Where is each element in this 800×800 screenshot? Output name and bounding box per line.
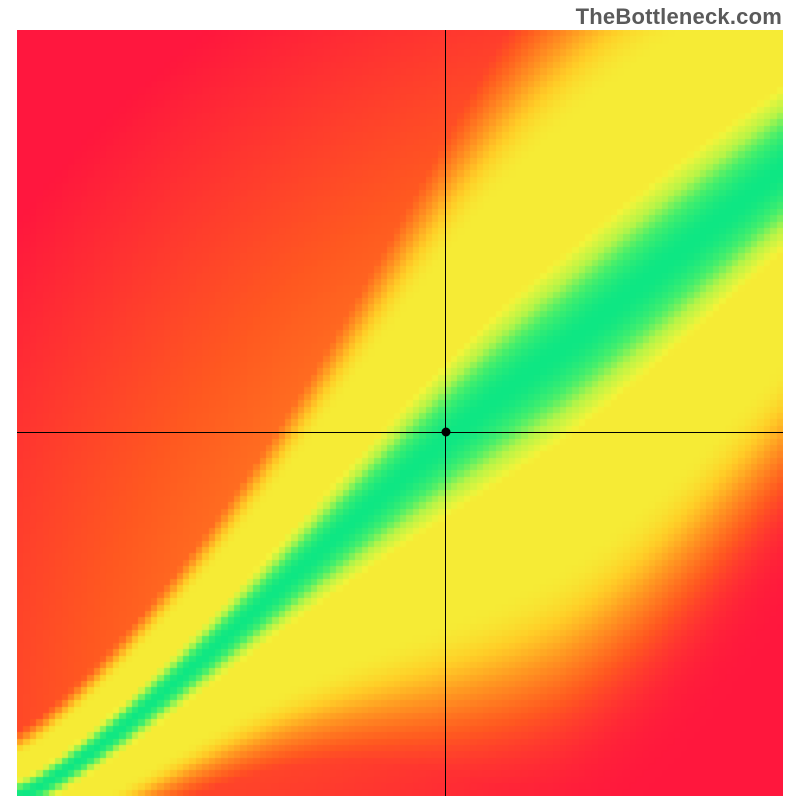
bottleneck-heatmap [17, 30, 783, 796]
marker-point [441, 428, 450, 437]
crosshair-horizontal [17, 432, 783, 433]
crosshair-vertical [445, 30, 446, 796]
watermark-text: TheBottleneck.com [576, 4, 782, 30]
